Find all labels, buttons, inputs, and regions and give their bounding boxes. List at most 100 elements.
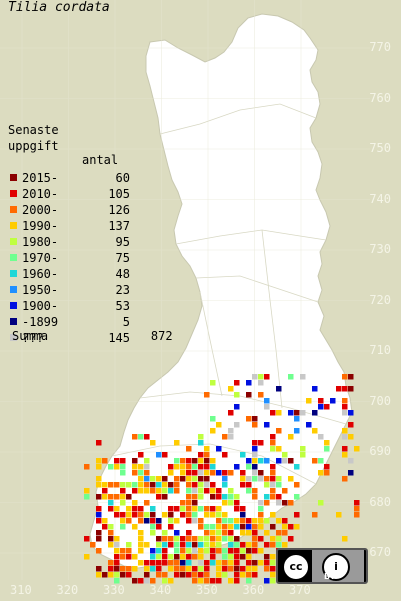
grid-square (198, 572, 204, 578)
grid-square (150, 560, 156, 566)
grid-square (312, 386, 318, 392)
grid-square (114, 566, 120, 572)
grid-square (312, 512, 318, 518)
grid-square (270, 524, 276, 530)
grid-square (144, 482, 150, 488)
grid-square (156, 482, 162, 488)
grid-square (264, 542, 270, 548)
grid-square (240, 566, 246, 572)
grid-square (96, 458, 102, 464)
grid-square (252, 572, 258, 578)
legend-count: 5 (122, 315, 130, 329)
grid-square (168, 518, 174, 524)
grid-square (288, 410, 294, 416)
grid-square (132, 500, 138, 506)
grid-square (156, 566, 162, 572)
grid-square (222, 512, 228, 518)
grid-square (234, 566, 240, 572)
grid-square (132, 524, 138, 530)
grid-square (192, 482, 198, 488)
grid-square (234, 494, 240, 500)
grid-square (276, 428, 282, 434)
grid-square (246, 560, 252, 566)
grid-square (180, 464, 186, 470)
grid-square (288, 434, 294, 440)
legend: Senaste uppgift antal 2015- 60 2010- 105 200… (8, 122, 173, 345)
legend-swatch (10, 334, 17, 341)
x-tick-label: 360 (242, 583, 265, 597)
grid-square (150, 506, 156, 512)
grid-square (342, 404, 348, 410)
grid-square (108, 572, 114, 578)
grid-square (240, 470, 246, 476)
grid-square (156, 494, 162, 500)
grid-square (168, 464, 174, 470)
grid-square (270, 560, 276, 566)
grid-square (150, 554, 156, 560)
grid-square (174, 566, 180, 572)
grid-square (270, 536, 276, 542)
grid-square (96, 536, 102, 542)
license-by-label: BY (324, 572, 336, 581)
grid-square (138, 542, 144, 548)
grid-square (126, 542, 132, 548)
grid-square (192, 488, 198, 494)
grid-square (246, 464, 252, 470)
grid-square (156, 548, 162, 554)
grid-square (120, 458, 126, 464)
x-tick-label: 320 (56, 583, 79, 597)
grid-square (156, 560, 162, 566)
grid-square (156, 554, 162, 560)
grid-square (102, 572, 108, 578)
grid-square (234, 560, 240, 566)
grid-square (318, 398, 324, 404)
grid-square (210, 458, 216, 464)
y-tick-label: 720 (369, 292, 391, 307)
grid-square (222, 524, 228, 530)
grid-square (192, 458, 198, 464)
y-tick-label: 690 (369, 444, 391, 458)
grid-square (132, 488, 138, 494)
grid-square (144, 572, 150, 578)
grid-square (90, 542, 96, 548)
grid-square (222, 560, 228, 566)
grid-square (342, 374, 348, 380)
grid-square (114, 494, 120, 500)
grid-square (138, 464, 144, 470)
grid-square (156, 536, 162, 542)
grid-square (270, 470, 276, 476)
grid-square (252, 458, 258, 464)
x-tick-label: 330 (103, 583, 125, 597)
legend-period-label: 1980- (22, 235, 59, 249)
grid-square (198, 518, 204, 524)
grid-square (264, 374, 270, 380)
grid-square (210, 524, 216, 530)
grid-square (342, 410, 348, 416)
grid-square (210, 548, 216, 554)
grid-square (126, 506, 132, 512)
grid-square (324, 464, 330, 470)
grid-square (258, 458, 264, 464)
grid-square (204, 548, 210, 554)
grid-square (186, 458, 192, 464)
grid-square (306, 398, 312, 404)
grid-square (150, 548, 156, 554)
grid-square (246, 566, 252, 572)
grid-square (330, 398, 336, 404)
legend-row: 2010- 105 (8, 186, 138, 202)
grid-square (180, 512, 186, 518)
grid-square (138, 536, 144, 542)
grid-square (156, 518, 162, 524)
grid-square (162, 482, 168, 488)
grid-square (156, 524, 162, 530)
grid-square (318, 470, 324, 476)
grid-square (174, 548, 180, 554)
legend-count-header: antal (82, 153, 119, 167)
grid-square (318, 404, 324, 410)
grid-square (252, 494, 258, 500)
grid-square (168, 470, 174, 476)
grid-square (210, 428, 216, 434)
legend-count: 126 (108, 203, 130, 217)
grid-square (102, 494, 108, 500)
grid-square (258, 536, 264, 542)
